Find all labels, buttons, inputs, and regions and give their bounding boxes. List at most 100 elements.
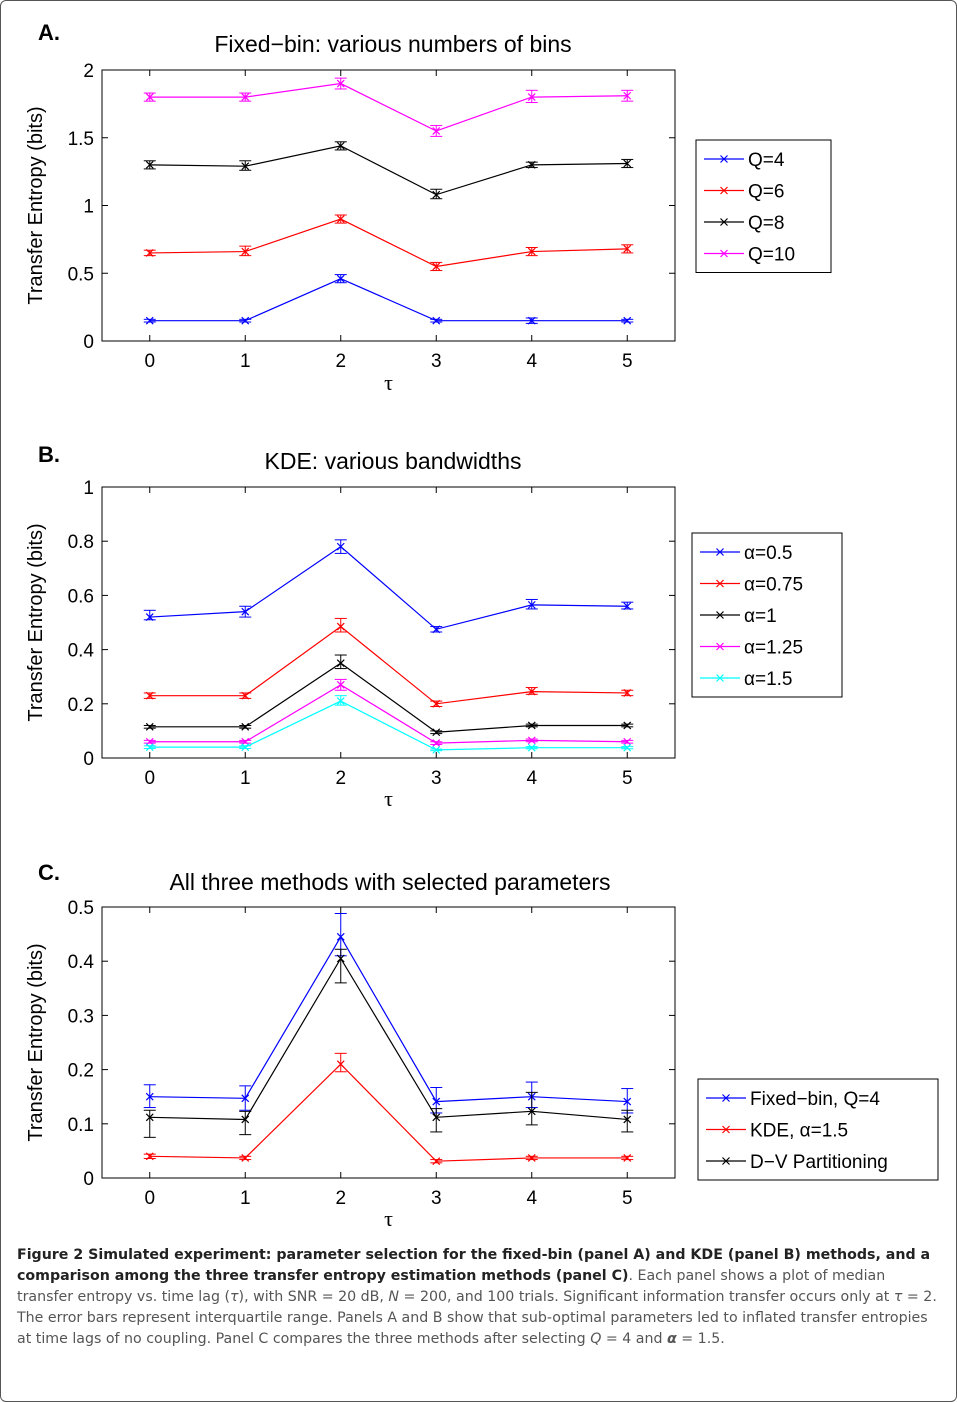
data-point [336,659,345,668]
caption-text-4: = 2. The error bars represent interquart… [17,1289,937,1347]
data-point [432,699,441,708]
data-point [623,602,632,611]
y-tick-label: 0.2 [68,1061,94,1082]
data-point [241,247,250,256]
x-axis-label: τ [384,370,393,395]
legend-marker [716,548,724,556]
x-tick-label: 0 [144,768,155,789]
data-point [623,91,632,100]
y-axis-label: Transfer Entropy (bits) [25,106,47,304]
data-point [623,737,632,746]
data-point [527,1154,536,1162]
caption-tau: τ [230,1289,239,1305]
series-line [149,145,628,196]
y-tick-label: 0.2 [68,695,94,716]
data-point [336,622,345,631]
data-point [336,1060,345,1069]
series-line [149,684,628,744]
series-line [149,1063,628,1162]
panel-2: B. KDE: various bandwidths 0 0.2 0.4 0.6 0.8 1 0… [25,442,843,811]
data-point [432,745,441,754]
data-point [241,1115,250,1124]
y-tick-label: 0 [83,749,94,770]
data-point [527,1107,536,1116]
data-point [145,691,154,700]
data-point [623,1097,632,1106]
data-point [241,93,250,102]
data-point [623,244,632,253]
y-tick-label: 0.4 [68,952,95,973]
x-tick-label: 3 [431,768,442,789]
panel-title: Fixed−bin: various numbers of bins [214,31,571,57]
legend-label: Q=4 [748,150,785,171]
data-point [241,691,250,700]
data-point [241,607,250,616]
series-line [149,957,628,1121]
panel-title: All three methods with selected paramete… [169,869,610,895]
series-line [149,700,628,751]
legend-marker [720,155,728,163]
x-tick-label: 1 [240,1188,251,1209]
data-point [432,190,441,199]
data-point [145,722,154,731]
legend-label: Q=8 [748,213,784,234]
caption-text-3: = 200, and 100 trials. Significant infor… [399,1289,894,1305]
series-4 [143,678,634,748]
x-tick-label: 2 [335,351,346,372]
series-3 [143,141,634,200]
data-point [527,316,536,325]
series-3 [143,654,634,737]
x-tick-label: 5 [622,1188,633,1209]
caption-q: Q [590,1331,602,1347]
x-axis-label: τ [384,1206,393,1231]
x-tick-label: 4 [526,768,537,789]
series-line [149,218,628,268]
data-point [145,613,154,622]
x-tick-label: 5 [622,768,633,789]
x-tick-label: 1 [240,768,251,789]
y-axis-label: Transfer Entropy (bits) [25,523,47,721]
data-point [145,316,154,325]
legend-label: Q=6 [748,182,784,203]
data-point [623,159,632,168]
data-point [336,79,345,88]
series-5 [143,695,634,754]
data-point [241,1094,250,1103]
legend-marker [716,611,724,619]
legend-label: α=0.75 [744,575,803,596]
data-point [241,316,250,325]
legend-label: Fixed−bin, Q=4 [750,1089,880,1110]
data-point [145,249,154,257]
data-point [336,215,345,223]
data-point [432,728,441,737]
caption-alpha: α [667,1331,677,1347]
series-line [149,82,628,132]
data-point [527,687,536,696]
caption-tau-2: τ [893,1289,903,1305]
data-point [623,743,632,752]
data-point [432,1157,441,1166]
data-point [241,722,250,731]
series-2 [143,214,634,272]
data-point [432,127,441,135]
data-point [145,160,154,169]
data-point [527,743,536,752]
x-tick-label: 4 [526,351,537,372]
data-point [336,141,345,150]
data-point [623,1115,632,1124]
legend-label: α=1 [744,606,777,627]
caption-text-5: = 4 and [601,1331,668,1347]
y-tick-label: 1 [83,197,94,218]
legend: Q=4 Q=6 Q=8 Q=10 [695,139,832,273]
series-line [149,935,628,1103]
y-tick-label: 0.5 [68,898,94,919]
panel-1: A. Fixed−bin: various numbers of bins 0 0.5… [25,20,832,395]
series-3 [143,948,634,1138]
data-point [145,1152,154,1161]
y-tick-label: 1 [83,478,94,499]
series-2 [143,617,634,708]
data-point [336,274,345,283]
data-point [336,932,345,941]
series-line [149,662,628,733]
x-tick-label: 2 [335,1188,346,1209]
